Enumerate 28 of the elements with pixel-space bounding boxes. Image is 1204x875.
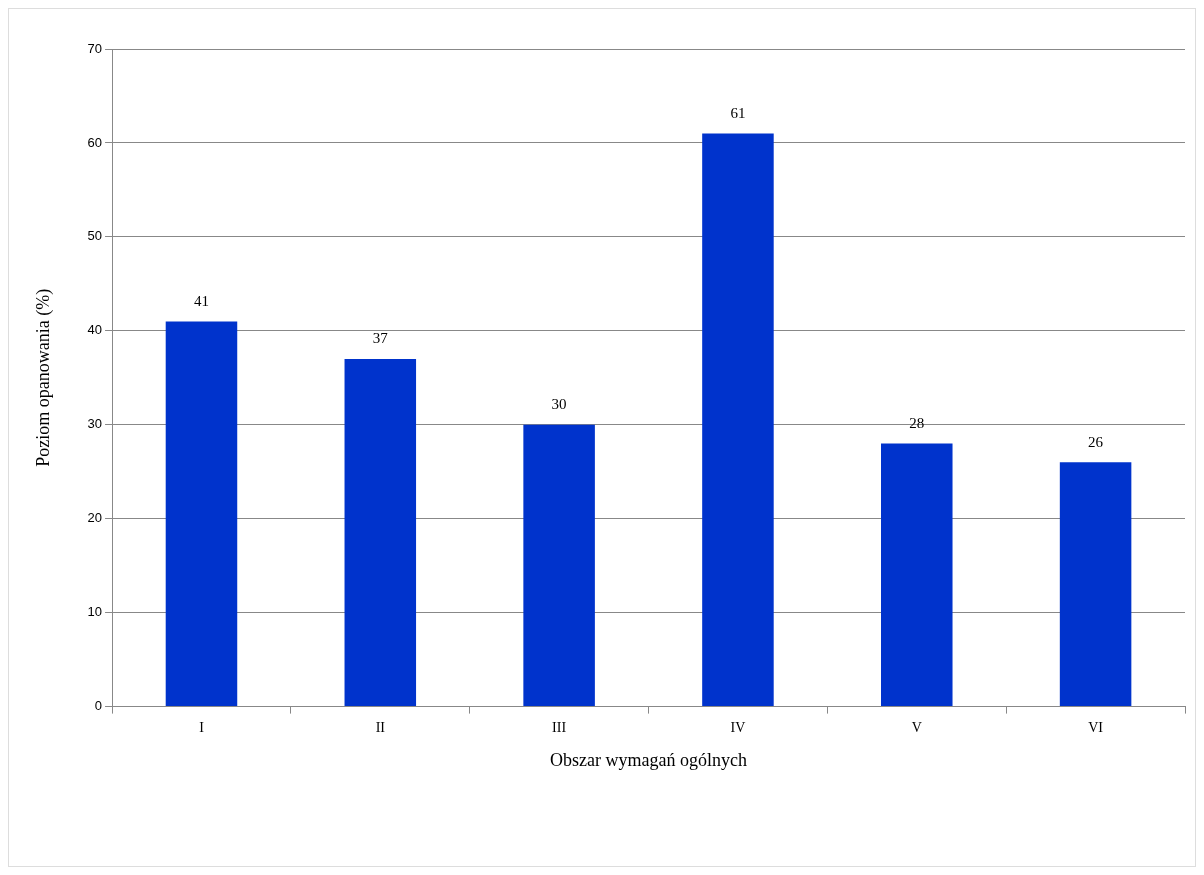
bar: [523, 424, 595, 707]
x-tick-label: V: [911, 719, 922, 735]
x-tick-label: III: [552, 719, 567, 735]
data-label: 28: [909, 415, 925, 431]
bar: [344, 359, 417, 707]
y-axis-title: Poziom opanowania (%): [32, 288, 54, 467]
x-tick-label: I: [199, 719, 205, 735]
x-tick-label: II: [375, 719, 386, 735]
data-label: 41: [193, 292, 209, 309]
y-tick-label: 20: [87, 510, 103, 526]
bar: [881, 443, 953, 707]
y-tick-label: 30: [87, 416, 103, 432]
x-axis-title: Obszar wymagań ogólnych: [550, 749, 748, 770]
x-tick-label: VI: [1088, 719, 1104, 735]
x-tick-label: IV: [730, 719, 746, 735]
y-tick-label: 60: [87, 134, 103, 150]
y-tick-label: 50: [87, 228, 103, 244]
bar: [702, 133, 774, 707]
bar: [165, 321, 238, 707]
y-tick-label: 10: [87, 604, 103, 620]
data-label: 30: [551, 396, 567, 413]
y-tick-label: 70: [87, 40, 103, 56]
data-label: 37: [372, 330, 389, 347]
data-label: 26: [1088, 433, 1104, 450]
y-tick-label: 0: [94, 698, 103, 714]
data-label: 61: [730, 104, 746, 121]
bar: [1059, 462, 1132, 707]
y-tick-label: 40: [87, 322, 103, 338]
